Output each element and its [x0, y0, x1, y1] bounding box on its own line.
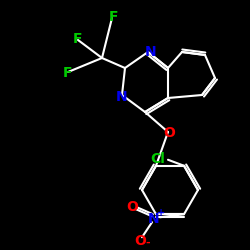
Text: N: N: [116, 90, 128, 104]
Text: N: N: [145, 45, 157, 59]
Text: O: O: [134, 234, 146, 248]
Text: -: -: [146, 237, 150, 247]
Text: F: F: [109, 10, 119, 24]
Text: Cl: Cl: [150, 152, 166, 166]
Text: N: N: [148, 212, 160, 226]
Text: F: F: [72, 32, 82, 46]
Text: F: F: [62, 66, 72, 80]
Text: +: +: [157, 208, 165, 218]
Text: O: O: [126, 200, 138, 214]
Text: O: O: [163, 126, 175, 140]
